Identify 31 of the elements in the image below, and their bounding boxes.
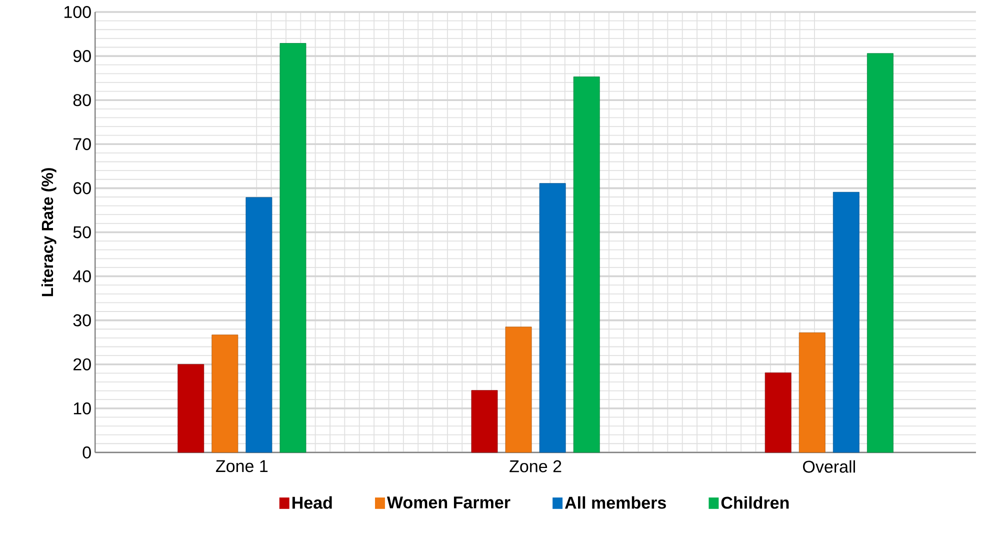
bar (280, 43, 306, 453)
bar (178, 364, 204, 453)
bar (798, 332, 826, 453)
y-tick-label: 0 (82, 446, 91, 459)
bar (832, 192, 860, 453)
legend-label: All members (564, 496, 666, 510)
bar (212, 334, 238, 453)
bar (764, 372, 792, 453)
x-tick-label: Zone 2 (510, 460, 562, 473)
legend-label: Women Farmer (386, 496, 510, 509)
y-tick-label: 10 (74, 402, 91, 415)
legend-label: Head (292, 496, 332, 510)
y-tick-label: 100 (64, 6, 91, 18)
legend-label: Children (721, 496, 789, 510)
x-tick-label: Overall (803, 460, 855, 473)
y-tick-label: 60 (74, 182, 91, 194)
y-axis-title: Literacy Rate (%) (41, 168, 56, 296)
bar (539, 183, 566, 453)
x-tick-label: Zone 1 (216, 460, 268, 472)
bar (471, 390, 498, 453)
y-tick-label: 50 (73, 226, 91, 238)
y-tick-label: 90 (73, 50, 91, 62)
bar (246, 197, 272, 453)
y-tick-label: 80 (73, 94, 91, 106)
y-tick-label: 40 (73, 270, 91, 283)
y-tick-label: 70 (74, 138, 91, 150)
bar (867, 53, 894, 453)
bar (573, 76, 600, 453)
y-tick-label: 20 (74, 358, 91, 371)
bar (505, 326, 532, 453)
y-tick-label: 30 (73, 314, 91, 327)
